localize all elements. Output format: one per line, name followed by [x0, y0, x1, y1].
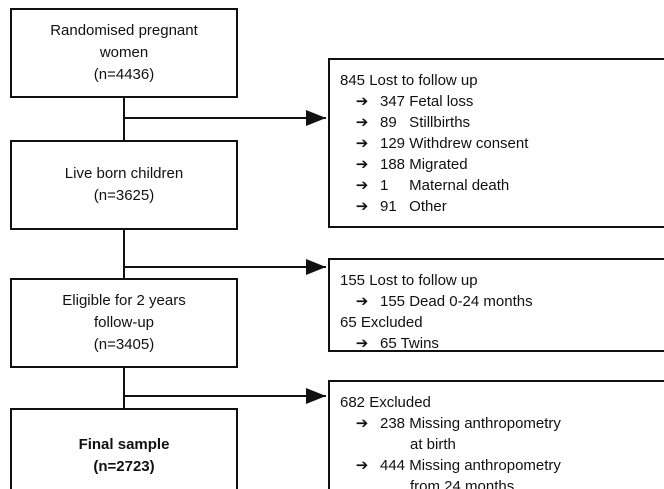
- exclusion-line: 845 Lost to follow up: [340, 70, 664, 91]
- box-text: (n=3405): [93, 336, 155, 353]
- box-text: women: [99, 44, 149, 61]
- exclusion-line: ➔ 238 Missing anthropometry: [340, 413, 664, 434]
- arrow-icon: ➔: [355, 457, 369, 474]
- exclusion-line: 155 Lost to follow up: [340, 270, 664, 291]
- box-text: Randomised pregnant: [50, 22, 198, 39]
- exclusion-line: ➔ 65 Twins: [340, 333, 664, 354]
- exclusion-line: from 24 months: [340, 476, 664, 489]
- exclusion-line: at birth: [340, 434, 664, 455]
- exclusion-text: 89 Stillbirths: [380, 114, 471, 131]
- exclusion-line: ➔ 89 Stillbirths: [340, 112, 664, 133]
- flow-box: Eligible for 2 years follow-up (n=3405): [10, 278, 238, 368]
- exclusion-box: 155 Lost to follow up ➔ 155 Dead 0-24 mont…: [328, 258, 664, 352]
- exclusion-text: 65 Excluded: [340, 314, 423, 331]
- box-text: Live born children: [64, 165, 184, 182]
- exclusion-text: at birth: [410, 436, 456, 453]
- flow-box: Final sample (n=2723): [10, 408, 238, 489]
- exclusion-text: 1 Maternal death: [380, 177, 510, 194]
- exclusion-text: 65 Twins: [380, 335, 439, 352]
- exclusion-line: ➔ 91 Other: [340, 196, 664, 217]
- arrow-icon: ➔: [355, 198, 369, 215]
- flow-box: Randomised pregnant women (n=4436): [10, 8, 238, 98]
- exclusion-line: ➔ 347 Fetal loss: [340, 91, 664, 112]
- box-text: follow-up: [93, 314, 155, 331]
- box-text: Final sample: [78, 435, 170, 453]
- arrow-icon: ➔: [355, 335, 369, 352]
- exclusion-line: ➔ 155 Dead 0-24 months: [340, 291, 664, 312]
- exclusion-box: 682 Excluded ➔ 238 Missing anthropometry at…: [328, 380, 664, 489]
- exclusion-text: from 24 months: [410, 478, 515, 489]
- exclusion-text: 188 Migrated: [380, 156, 468, 173]
- arrow-icon: ➔: [355, 293, 369, 310]
- exclusion-line: ➔ 129 Withdrew consent: [340, 133, 664, 154]
- arrow-icon: ➔: [355, 114, 369, 131]
- flow-box: Live born children (n=3625): [10, 140, 238, 230]
- exclusion-line: 65 Excluded: [340, 312, 664, 333]
- exclusion-text: 682 Excluded: [340, 394, 431, 411]
- exclusion-box: 845 Lost to follow up ➔ 347 Fetal loss ➔ 89 …: [328, 58, 664, 228]
- box-text: (n=2723): [93, 457, 155, 475]
- exclusion-line: ➔ 188 Migrated: [340, 154, 664, 175]
- box-text: (n=4436): [93, 66, 155, 83]
- exclusion-line: ➔ 1 Maternal death: [340, 175, 664, 196]
- exclusion-text: 238 Missing anthropometry: [380, 415, 561, 432]
- exclusion-line: 682 Excluded: [340, 392, 664, 413]
- box-text: Eligible for 2 years: [62, 292, 186, 309]
- exclusion-text: 155 Lost to follow up: [340, 272, 478, 289]
- exclusion-text: 91 Other: [380, 198, 447, 215]
- exclusion-text: 155 Dead 0-24 months: [380, 293, 533, 310]
- exclusion-text: 845 Lost to follow up: [340, 72, 478, 89]
- box-text: (n=3625): [93, 187, 155, 204]
- arrow-icon: ➔: [355, 415, 369, 432]
- arrow-icon: ➔: [355, 93, 369, 110]
- exclusion-text: 444 Missing anthropometry: [380, 457, 561, 474]
- exclusion-line: ➔ 444 Missing anthropometry: [340, 455, 664, 476]
- arrow-icon: ➔: [355, 156, 369, 173]
- exclusion-text: 347 Fetal loss: [380, 93, 474, 110]
- arrow-icon: ➔: [355, 177, 369, 194]
- exclusion-text: 129 Withdrew consent: [380, 135, 529, 152]
- arrow-icon: ➔: [355, 135, 369, 152]
